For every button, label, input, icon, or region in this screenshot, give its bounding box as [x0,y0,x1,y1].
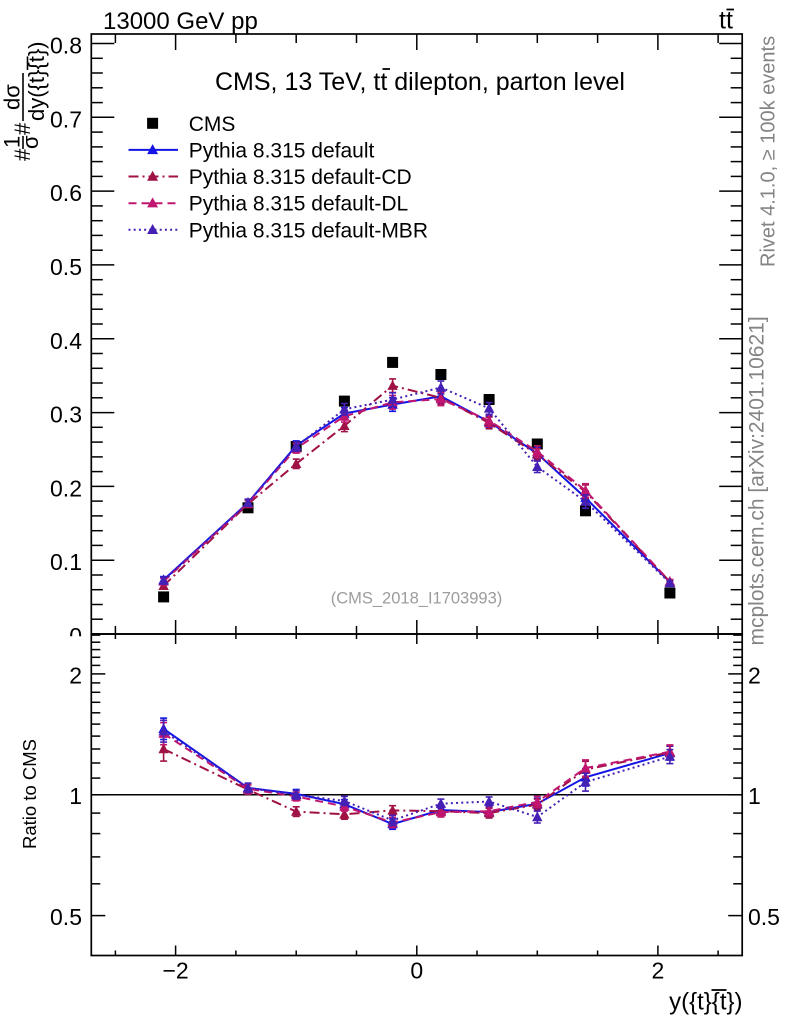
svg-text:#: # [10,148,35,161]
svg-text:CMS, 13 TeV, tt dilepton, part: CMS, 13 TeV, tt dilepton, parton level [215,68,625,96]
svg-text:0.5: 0.5 [50,904,82,930]
svg-text:Pythia 8.315 default: Pythia 8.315 default [189,139,375,162]
svg-text:CMS: CMS [189,113,236,136]
svg-text:2: 2 [69,662,82,688]
svg-text:0.3: 0.3 [50,402,82,428]
svg-text:0.6: 0.6 [50,180,82,206]
svg-text:σ: σ [18,135,43,149]
svg-text:Ratio to CMS: Ratio to CMS [19,739,40,849]
svg-text:Rivet 4.1.0, ≥ 100k events: Rivet 4.1.0, ≥ 100k events [758,36,780,267]
svg-text:1: 1 [0,136,25,148]
svg-text:1: 1 [748,783,761,809]
svg-text:Pythia 8.315 default-MBR: Pythia 8.315 default-MBR [189,219,428,242]
svg-text:0.5: 0.5 [50,254,82,280]
svg-text:13000 GeV pp: 13000 GeV pp [103,8,258,35]
svg-text:y({t}{t}): y({t}{t}) [669,989,742,1016]
svg-text:0: 0 [410,958,423,984]
svg-text:Pythia 8.315 default-CD: Pythia 8.315 default-CD [189,166,412,189]
svg-text:0: 0 [69,623,82,649]
svg-text:#: # [10,122,35,135]
svg-text:1: 1 [69,783,82,809]
svg-text:(CMS_2018_I1703993): (CMS_2018_I1703993) [331,590,503,608]
svg-text:dy({t}{t}): dy({t}{t}) [24,41,49,121]
svg-text:0.1: 0.1 [50,549,82,575]
svg-text:tt: tt [719,7,733,35]
svg-text:Pythia 8.315 default-DL: Pythia 8.315 default-DL [189,193,408,216]
svg-text:0.7: 0.7 [50,106,82,132]
svg-text:mcplots.cern.ch [arXiv:2401.10: mcplots.cern.ch [arXiv:2401.10621] [746,316,769,645]
svg-text:0.4: 0.4 [50,328,82,354]
svg-text:0.5: 0.5 [748,904,780,930]
svg-text:2: 2 [748,662,761,688]
svg-text:0.8: 0.8 [50,33,82,59]
svg-text:−2: −2 [162,958,188,984]
svg-text:2: 2 [652,958,665,984]
svg-text:0.2: 0.2 [50,475,82,501]
svg-text:dσ: dσ [0,84,25,110]
